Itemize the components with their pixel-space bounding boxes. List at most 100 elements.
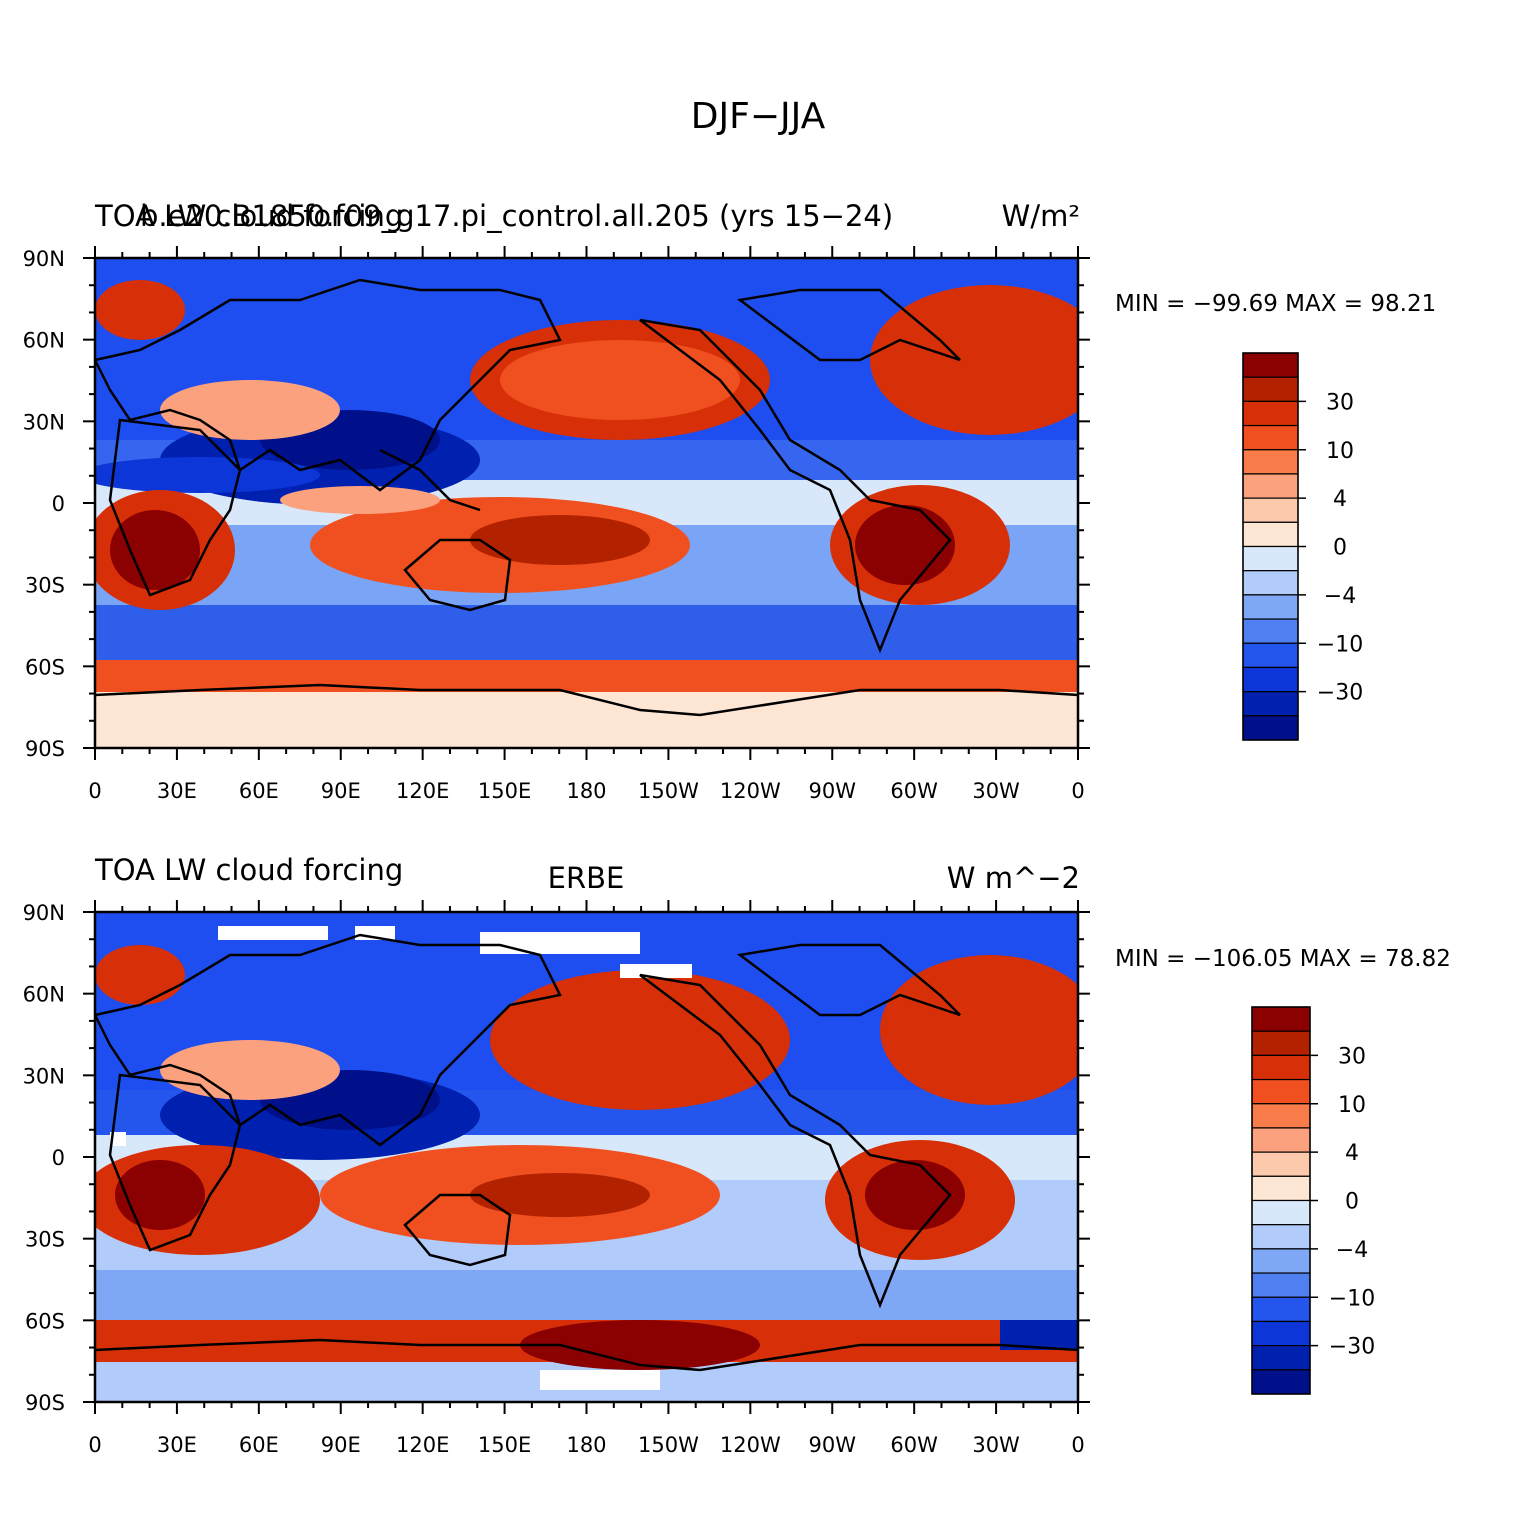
lat-label: 0 (52, 492, 65, 516)
colorbar-label: 4 (1345, 1141, 1359, 1166)
lat-label: 30S (25, 1228, 65, 1252)
colorbar-label: −4 (1324, 584, 1356, 609)
colorbar-label: 0 (1333, 536, 1347, 561)
lat-label: 30N (23, 1064, 65, 1088)
colorbar-label: 30 (1326, 390, 1354, 415)
lat-label: 0 (52, 1146, 65, 1170)
lat-label: 30N (23, 410, 65, 434)
lon-label: 120E (396, 1433, 449, 1457)
panel-min-max: MIN = −106.05 MAX = 78.82 (1115, 946, 1451, 972)
colorbar-box (1251, 1151, 1311, 1177)
lon-label: 0 (1071, 779, 1084, 803)
lon-label: 60W (890, 779, 938, 803)
coastlines (95, 933, 1078, 1372)
lon-label: 0 (1071, 1433, 1084, 1457)
colorbar-box (1251, 1345, 1311, 1371)
map-field (95, 258, 1078, 748)
lon-label: 90E (321, 1433, 361, 1457)
lon-label: 120W (720, 1433, 781, 1457)
colorbar-box (1251, 1175, 1311, 1202)
lon-label: 120W (720, 779, 781, 803)
colorbar-label: 0 (1345, 1190, 1359, 1215)
colorbar-box (1251, 1320, 1311, 1347)
colorbar-box (1251, 1369, 1311, 1395)
colorbar-box (1242, 352, 1299, 378)
colorbar-box (1251, 1078, 1311, 1105)
colorbar-label: −10 (1317, 632, 1363, 657)
lon-label: 0 (88, 779, 101, 803)
lon-label: 180 (566, 779, 606, 803)
colorbar-box (1242, 715, 1299, 741)
lon-label: 30E (157, 779, 197, 803)
panel-title-dataset: ERBE (548, 861, 625, 895)
colorbar-box (1251, 1030, 1311, 1056)
colorbar-box (1251, 1199, 1311, 1226)
colorbar-panel-model: 30 10 4 0 −4 −10 −30 (1242, 352, 1363, 741)
map-field (95, 912, 1078, 1402)
lon-label: 30E (157, 1433, 197, 1457)
panel-title-case: b.e20.B1850.f09_g17.pi_control.all.205 (… (140, 199, 893, 233)
panel-units: W m^−2 (947, 861, 1080, 895)
colorbar-label: 4 (1333, 487, 1347, 512)
lat-label: 90S (25, 1391, 65, 1415)
colorbar-label: 30 (1338, 1044, 1366, 1069)
lat-label: 30S (25, 574, 65, 598)
lon-label: 150E (478, 779, 531, 803)
colorbar-box (1251, 1127, 1311, 1153)
lat-label: 60N (23, 329, 65, 353)
lon-label: 60E (239, 779, 279, 803)
lon-label: 60E (239, 1433, 279, 1457)
lon-label: 150W (638, 1433, 699, 1457)
lon-label: 120E (396, 779, 449, 803)
colorbar-box (1251, 1248, 1311, 1274)
lat-label: 90N (23, 247, 65, 271)
colorbar-label: −4 (1336, 1238, 1368, 1263)
colorbar-box (1242, 642, 1299, 669)
lon-label: 90W (809, 1433, 857, 1457)
lon-label: 90E (321, 779, 361, 803)
colorbar-box (1251, 1272, 1311, 1298)
colorbar-box (1251, 1006, 1311, 1032)
colorbar-label: 10 (1326, 439, 1354, 464)
colorbar-label: −30 (1317, 681, 1363, 706)
panel-title-variable: TOA LW cloud forcing (94, 199, 403, 233)
lon-label: 0 (88, 1433, 101, 1457)
colorbar-box (1242, 545, 1299, 572)
colorbar-box (1242, 618, 1299, 644)
colorbar-box (1242, 376, 1299, 402)
colorbar-box (1242, 473, 1299, 499)
colorbar-box (1251, 1054, 1311, 1081)
colorbar-box (1242, 449, 1299, 475)
lon-label: 150E (478, 1433, 531, 1457)
figure-title: DJF−JJA (691, 96, 826, 137)
colorbar-box (1242, 521, 1299, 548)
lat-label: 60N (23, 983, 65, 1007)
panel-min-max: MIN = −99.69 MAX = 98.21 (1115, 291, 1436, 317)
panel-observations: TOA LW cloud forcing ERBE W m^−2 MIN = −… (93, 853, 1451, 1404)
colorbar-box (1242, 666, 1299, 693)
colorbar-box (1242, 424, 1299, 451)
lat-label: 60S (25, 655, 65, 679)
panel-title-variable: TOA LW cloud forcing (94, 853, 403, 887)
colorbar-label: −10 (1329, 1286, 1375, 1311)
colorbar-box (1242, 497, 1299, 523)
lat-label: 90N (23, 901, 65, 925)
colorbar-box (1251, 1296, 1311, 1323)
coastlines (95, 278, 1078, 717)
colorbar-box (1251, 1103, 1311, 1129)
panel-units: W/m² (1002, 199, 1080, 233)
lon-label: 150W (638, 779, 699, 803)
lon-label: 60W (890, 1433, 938, 1457)
lon-label: 30W (972, 779, 1020, 803)
colorbar-box (1251, 1224, 1311, 1250)
colorbar-panel-observations: 30 10 4 0 −4 −10 −30 (1251, 1006, 1375, 1395)
lon-label: 30W (972, 1433, 1020, 1457)
colorbar-box (1242, 594, 1299, 620)
lat-label: 60S (25, 1309, 65, 1333)
lon-label: 90W (809, 779, 857, 803)
lon-label: 180 (566, 1433, 606, 1457)
lat-label: 90S (25, 737, 65, 761)
colorbar-box (1242, 570, 1299, 596)
colorbar-box (1242, 400, 1299, 427)
